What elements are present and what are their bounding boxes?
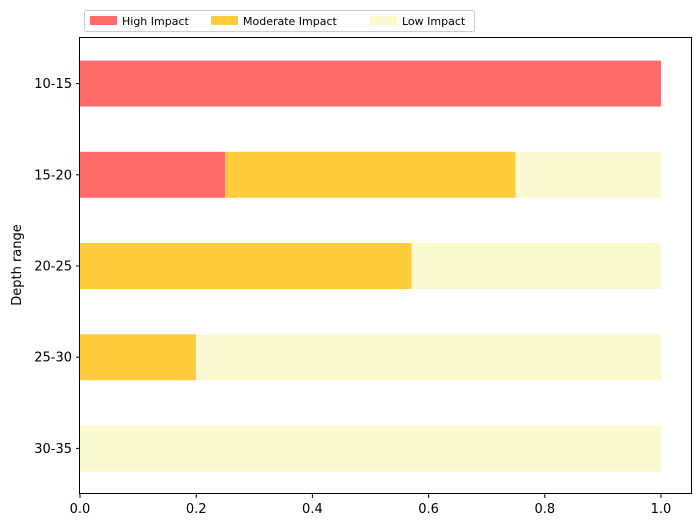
y-tick-label: 30-35 — [34, 442, 72, 457]
bar-15-20-high-impact — [80, 151, 226, 198]
legend-swatch-high-impact — [90, 16, 117, 25]
bar-10-15-high-impact — [80, 60, 661, 107]
legend-box — [84, 10, 475, 32]
x-tick-label: 0.6 — [418, 502, 439, 517]
legend-label-low-impact: Low Impact — [402, 15, 466, 28]
y-axis-label: Depth range — [10, 224, 25, 306]
bar-25-30-moderate-impact — [80, 334, 197, 381]
x-tick-label: 0.0 — [70, 502, 91, 517]
y-tick-label: 15-20 — [34, 168, 72, 183]
y-tick-label: 20-25 — [34, 260, 72, 275]
x-tick-label: 1.0 — [651, 502, 672, 517]
bars-layer — [80, 60, 661, 472]
bar-20-25-moderate-impact — [80, 243, 412, 289]
bar-20-25-low-impact — [411, 243, 661, 289]
bar-15-20-moderate-impact — [225, 151, 516, 198]
bar-30-35-low-impact — [80, 425, 661, 472]
legend-swatch-moderate-impact — [211, 16, 238, 25]
y-ticks: 10-15 15-20 20-25 25-30 30-35 — [34, 77, 80, 457]
legend: High Impact Moderate Impact Low Impact — [84, 10, 475, 32]
x-tick-label: 0.2 — [186, 502, 207, 517]
y-tick-label: 10-15 — [34, 77, 72, 92]
y-tick-label: 25-30 — [34, 351, 72, 366]
legend-swatch-low-impact — [370, 16, 397, 25]
x-ticks: 0.0 0.2 0.4 0.6 0.8 1.0 — [70, 494, 672, 517]
x-tick-label: 0.4 — [302, 502, 323, 517]
bar-15-20-low-impact — [515, 151, 661, 198]
bar-25-30-low-impact — [196, 334, 661, 381]
legend-label-high-impact: High Impact — [122, 15, 190, 28]
x-tick-label: 0.8 — [534, 502, 555, 517]
legend-label-moderate-impact: Moderate Impact — [243, 15, 338, 28]
